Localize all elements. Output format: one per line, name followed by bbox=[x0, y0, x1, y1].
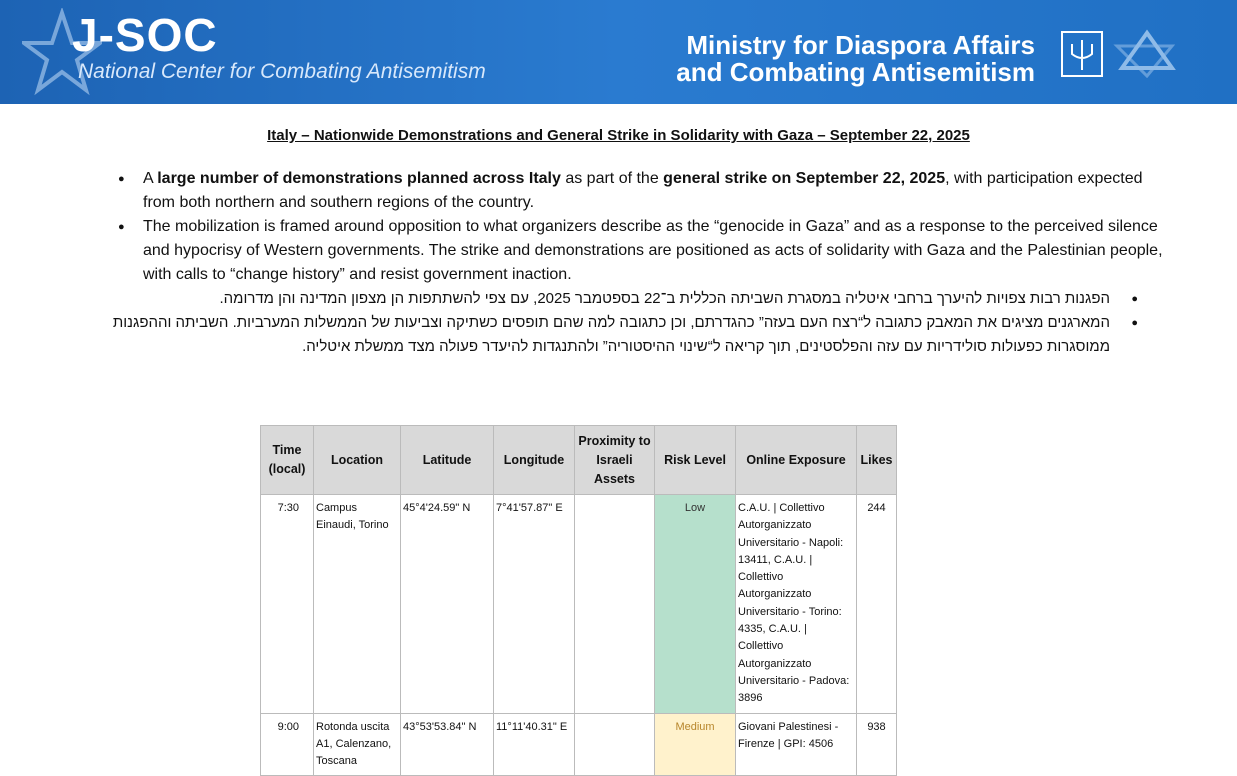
text: The mobilization is framed around opposi… bbox=[143, 218, 1163, 283]
logo-star bbox=[22, 8, 102, 96]
bullet-item: A large number of demonstrations planned… bbox=[118, 167, 1168, 215]
bullet-item: המארגנים מציגים את המאבק כתגובה ל“רצח הע… bbox=[110, 311, 1142, 359]
table-cell bbox=[574, 712, 655, 776]
logo-subtitle: National Center for Combating Antisemiti… bbox=[78, 60, 486, 83]
header-row: Time (local) Location Latitude Longitude Pro… bbox=[260, 425, 897, 495]
document: J-SOC National Center for Combating Anti… bbox=[0, 0, 1237, 735]
bullet-item: The mobilization is framed around opposi… bbox=[118, 215, 1168, 287]
table-cell: 11°11'40.31" E bbox=[493, 712, 575, 776]
table-cell: Medium bbox=[654, 712, 736, 776]
page: J-SOC Report {"header":{"logo_title":"J-… bbox=[0, 0, 1237, 735]
ministry-line: and Combating Antisemitism bbox=[676, 57, 1035, 87]
column-header: Proximity to Israeli Assets bbox=[574, 425, 655, 495]
logo-title: J-SOC bbox=[72, 9, 218, 61]
text: A bbox=[143, 170, 158, 187]
ministry-line: Ministry for Diaspora Affairs bbox=[686, 30, 1035, 60]
table-cell bbox=[574, 494, 655, 714]
table-cell: 9:00 bbox=[260, 712, 314, 776]
table-row: 9:00 Rotonda uscita A1, Calenzano, Toscan… bbox=[260, 712, 897, 776]
english-bullets: A large number of demonstrations planned… bbox=[118, 167, 1168, 287]
column-header: Longitude bbox=[493, 425, 575, 495]
ministry-logo bbox=[1113, 29, 1176, 78]
bullet-item: הפגנות רבות צפויות להיערך ברחבי איטליה ב… bbox=[110, 287, 1142, 311]
text: as part of the bbox=[560, 170, 664, 187]
column-header: Risk Level bbox=[654, 425, 736, 495]
header-banner: J-SOC National Center for Combating Anti… bbox=[0, 0, 1237, 104]
table-cell: Low bbox=[654, 494, 736, 714]
bold-text: large number of demonstrations planned a… bbox=[157, 170, 561, 187]
hebrew-bullets: הפגנות רבות צפויות להיערך ברחבי איטליה ב… bbox=[110, 287, 1142, 359]
emblem bbox=[1061, 31, 1103, 77]
table-cell: Rotonda uscita A1, Calenzano, Toscana bbox=[313, 712, 401, 776]
table-cell: 938 bbox=[856, 712, 897, 776]
report-title: Italy – Nationwide Demonstrations and Ge… bbox=[267, 127, 970, 144]
table-cell: 7°41'57.87" E bbox=[493, 494, 575, 714]
column-header: Online Exposure bbox=[735, 425, 857, 495]
events-table: Time (local) Location Latitude Longitude Pro… bbox=[260, 425, 897, 776]
column-header: Latitude bbox=[400, 425, 494, 495]
bold-text: general strike on September 22, 2025 bbox=[663, 170, 946, 187]
table-cell: Giovani Palestinesi - Firenze | GPI: 450… bbox=[735, 712, 857, 776]
column-header: Time (local) bbox=[260, 425, 314, 495]
table-cell: 244 bbox=[856, 494, 897, 714]
text: , with participation expected from both … bbox=[143, 170, 1143, 211]
table-cell: C.A.U. | Collettivo Autorganizzato Unive… bbox=[735, 494, 857, 714]
table-cell: 45°4'24.59" N bbox=[400, 494, 494, 714]
table-cell: Campus Einaudi, Torino bbox=[313, 494, 401, 714]
column-header: Likes bbox=[856, 425, 897, 495]
column-header: Location bbox=[313, 425, 401, 495]
table-cell: 43°53'53.84" N bbox=[400, 712, 494, 776]
table-cell: 7:30 bbox=[260, 494, 314, 714]
